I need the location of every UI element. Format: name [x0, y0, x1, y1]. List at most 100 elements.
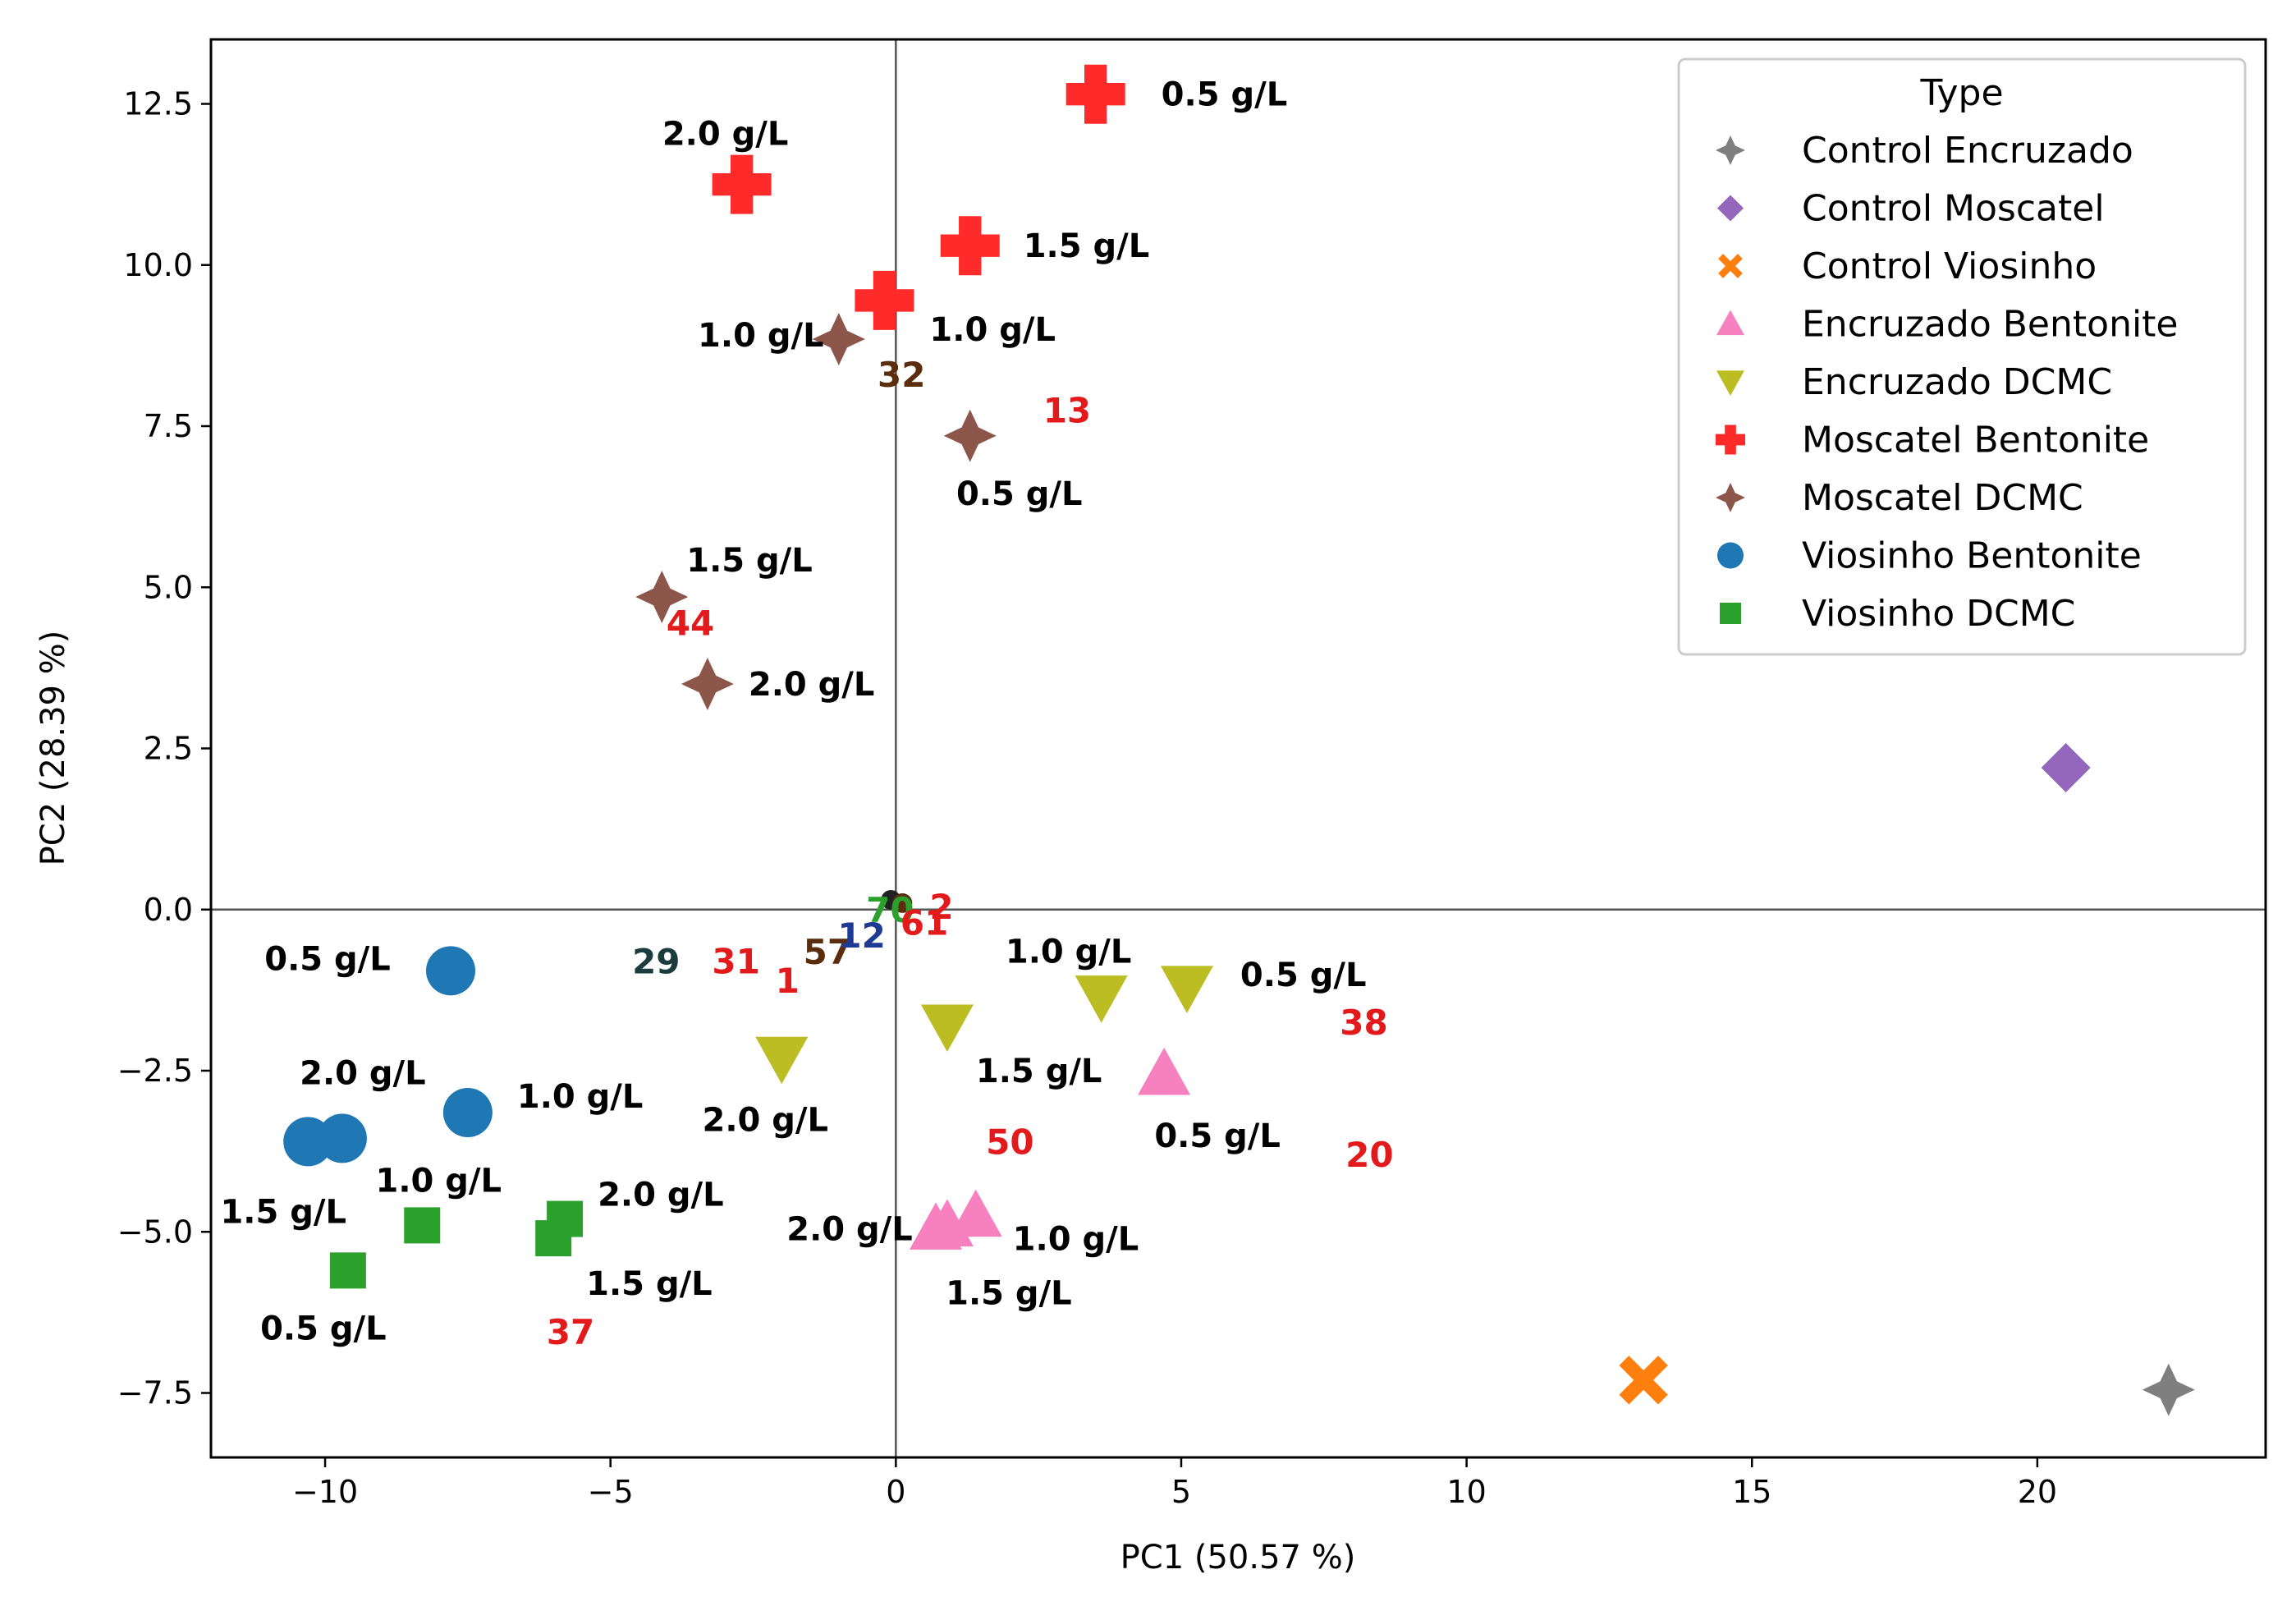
y-tick-label: 0.0	[144, 892, 193, 928]
viosinho-dcmc-marker	[404, 1207, 441, 1244]
viosinho-dcmc-point-label: 0.5 g/L	[260, 1310, 387, 1347]
viosinho-dcmc-marker	[547, 1200, 584, 1237]
variable-label: 44	[667, 603, 714, 643]
variable-label: 57	[804, 932, 851, 972]
viosinho-bentonite-point-label: 2.0 g/L	[300, 1054, 426, 1092]
moscatel-bentonite-marker	[855, 270, 914, 330]
viosinho-bentonite-point-label: 1.0 g/L	[517, 1078, 644, 1116]
variable-label: 37	[547, 1312, 594, 1352]
axis-ticks: −10 −5 0 5 10 15 20−7.5−5.0−2.50.02.55.07.510.…	[117, 86, 2057, 1511]
moscatel-bentonite-point-label: 1.5 g/L	[1024, 227, 1150, 265]
moscatel-dcmc-marker	[681, 658, 734, 710]
viosinho-dcmc-point-label: 1.0 g/L	[375, 1162, 502, 1200]
legend-moscatel-bentonite-label: Moscatel Bentonite	[1802, 420, 2149, 461]
encruzado-dcmc-point-label: 2.0 g/L	[703, 1101, 829, 1139]
variable-label: 2	[929, 887, 953, 927]
viosinho-bentonite-marker	[317, 1113, 367, 1163]
variable-label: 29	[632, 942, 680, 982]
moscatel-bentonite-point-label: 0.5 g/L	[1162, 76, 1288, 114]
legend-control-moscatel-label: Control Moscatel	[1802, 188, 2105, 230]
legend-control-encruzado-marker	[1716, 135, 1745, 165]
encruzado-bentonite-point-label: 1.0 g/L	[1013, 1221, 1139, 1259]
viosinho-dcmc-marker	[329, 1252, 366, 1289]
control-encruzado-marker	[2142, 1363, 2195, 1416]
encruzado-dcmc-point-label: 1.5 g/L	[976, 1053, 1102, 1090]
reference-lines	[211, 39, 2266, 1457]
legend-viosinho-bentonite-label: Viosinho Bentonite	[1802, 535, 2142, 577]
encruzado-bentonite-point-label: 2.0 g/L	[786, 1210, 913, 1248]
legend-moscatel-bentonite-marker	[1716, 424, 1745, 455]
legend-control-viosinho-label: Control Viosinho	[1802, 246, 2097, 287]
moscatel-bentonite-marker	[940, 216, 1000, 276]
variable-label: 1	[776, 961, 800, 1001]
moscatel-bentonite-point-label: 1.0 g/L	[929, 311, 1056, 349]
legend-moscatel-dcmc-label: Moscatel DCMC	[1802, 477, 2083, 519]
encruzado-dcmc-marker	[1075, 975, 1128, 1023]
moscatel-bentonite-marker	[1066, 64, 1125, 124]
encruzado-bentonite-point-label: 0.5 g/L	[1154, 1117, 1281, 1155]
moscatel-dcmc-point-label: 2.0 g/L	[749, 666, 875, 704]
y-tick-label: −5.0	[117, 1214, 193, 1250]
moscatel-dcmc-point-label: 0.5 g/L	[956, 475, 1083, 513]
encruzado-dcmc-marker	[920, 1004, 974, 1053]
legend-viosinho-dcmc-label: Viosinho DCMC	[1802, 593, 2075, 635]
legend-control-viosinho-marker	[1718, 254, 1743, 278]
legend-encruzado-dcmc-label: Encruzado DCMC	[1802, 361, 2112, 403]
point-labels: 0.5 g/L 1.0 g/L 1.5 g/L 2.0 g/L 0.5 g/L 1.0 g…	[220, 76, 1366, 1348]
viosinho-bentonite-point-label: 0.5 g/L	[264, 940, 391, 978]
legend-title: Type	[1919, 72, 2003, 114]
encruzado-dcmc-point-label: 1.0 g/L	[1006, 934, 1132, 971]
plot-frame	[209, 38, 2267, 1459]
encruzado-bentonite-marker	[949, 1189, 1002, 1237]
moscatel-dcmc-marker	[812, 313, 865, 366]
control-moscatel-marker	[2041, 743, 2091, 793]
x-tick-label: 5	[1171, 1474, 1191, 1510]
variable-label: 12	[837, 916, 885, 956]
variable-label: 38	[1340, 1003, 1387, 1043]
variable-label: 50	[986, 1122, 1033, 1162]
legend-control-moscatel-marker	[1717, 195, 1744, 222]
y-tick-label: −7.5	[117, 1375, 193, 1411]
variable-label: 13	[1043, 390, 1091, 430]
y-tick-label: −2.5	[117, 1053, 193, 1089]
y-tick-label: 2.5	[144, 731, 193, 767]
viosinho-bentonite-marker	[426, 946, 476, 996]
viosinho-dcmc-point-label: 2.0 g/L	[598, 1177, 724, 1214]
encruzado-dcmc-marker	[755, 1036, 809, 1085]
legend-encruzado-bentonite-marker	[1716, 310, 1744, 336]
x-axis-title: PC1 (50.57 %)	[1121, 1539, 1356, 1576]
variable-label: 70	[866, 890, 914, 930]
legend-viosinho-bentonite-marker	[1717, 542, 1744, 569]
variable-label: 32	[878, 355, 925, 395]
encruzado-dcmc-marker	[1160, 966, 1213, 1013]
legend-box	[1677, 57, 2247, 656]
legend: Type Control Encruzado Control Moscatel Co…	[1677, 57, 2247, 656]
legend-encruzado-dcmc-marker	[1716, 370, 1744, 396]
encruzado-dcmc-point-label: 0.5 g/L	[1240, 957, 1367, 994]
encruzado-bentonite-marker	[910, 1202, 963, 1250]
origin-loading-cluster	[881, 889, 913, 913]
x-tick-label: −10	[292, 1474, 358, 1510]
data-markers	[283, 64, 2195, 1416]
control-viosinho-marker	[1619, 1356, 1668, 1405]
legend-encruzado-bentonite-label: Encruzado Bentonite	[1802, 304, 2179, 346]
variable-label: 61	[901, 902, 948, 943]
y-tick-label: 10.0	[123, 247, 193, 283]
viosinho-bentonite-point-label: 1.5 g/L	[220, 1193, 346, 1231]
encruzado-bentonite-point-label: 1.5 g/L	[946, 1274, 1072, 1312]
moscatel-bentonite-marker	[712, 154, 772, 214]
x-tick-label: 0	[886, 1474, 905, 1510]
variable-label: 31	[712, 942, 759, 982]
y-tick-label: 12.5	[123, 86, 193, 122]
moscatel-bentonite-point-label: 2.0 g/L	[662, 116, 789, 154]
encruzado-bentonite-marker	[1138, 1047, 1191, 1095]
x-tick-label: 20	[2018, 1474, 2057, 1510]
y-axis-title: PC2 (28.39 %)	[34, 631, 72, 866]
moscatel-dcmc-marker	[635, 571, 689, 624]
legend-control-encruzado-label: Control Encruzado	[1802, 130, 2133, 172]
moscatel-dcmc-marker	[943, 409, 997, 462]
legend-moscatel-dcmc-marker	[1716, 483, 1745, 512]
moscatel-dcmc-point-label: 1.0 g/L	[698, 317, 824, 355]
x-tick-label: 15	[1732, 1474, 1771, 1510]
